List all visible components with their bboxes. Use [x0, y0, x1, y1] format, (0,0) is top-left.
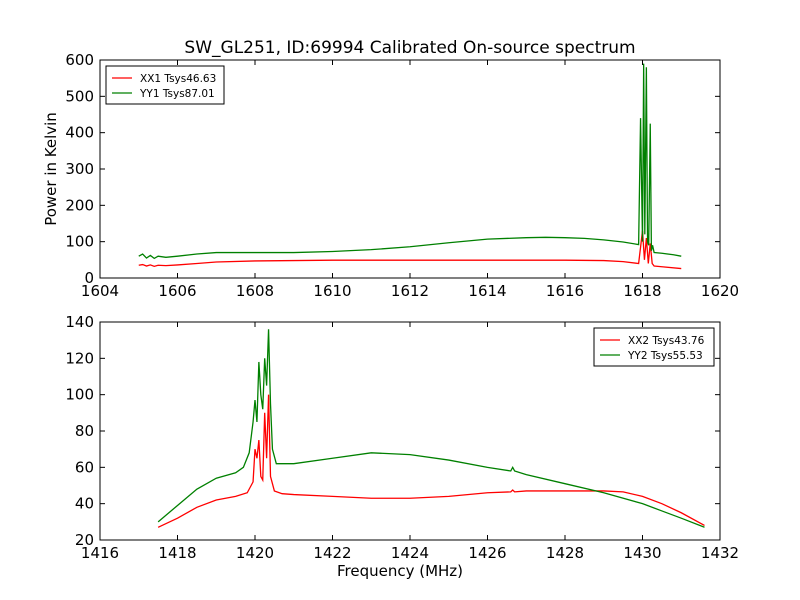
- y-tick-label: 100: [65, 386, 94, 404]
- x-tick-label: 1616: [546, 282, 584, 300]
- legend-box: [105, 65, 225, 105]
- x-tick-label: 1424: [391, 544, 429, 562]
- y-tick-label: 300: [65, 160, 94, 178]
- y-tick-label: 80: [75, 422, 94, 440]
- y-tick-label: 100: [65, 233, 94, 251]
- y-tick-label: 0: [84, 269, 94, 287]
- x-axis-label: Frequency (MHz): [337, 562, 463, 580]
- legend-label: YY1 Tsys87.01: [139, 88, 215, 100]
- y-axis-label: Power in Kelvin: [42, 112, 60, 226]
- series-line-yy: [138, 63, 682, 260]
- legend: XX2 Tsys43.76 YY2 Tsys55.53: [593, 327, 715, 367]
- series-line-yy: [157, 329, 705, 528]
- x-tick-label: 1418: [158, 544, 196, 562]
- x-tick-label: 1614: [468, 282, 506, 300]
- y-tick-label: 40: [75, 495, 94, 513]
- y-tick-label: 20: [75, 531, 94, 549]
- x-tick-label: 1620: [701, 282, 739, 300]
- y-tick-label: 600: [65, 51, 94, 69]
- chart-title: SW_GL251, ID:69994 Calibrated On-source …: [184, 38, 635, 58]
- x-tick-label: 1432: [701, 544, 739, 562]
- series-line-xx: [138, 230, 682, 270]
- series-line-xx: [157, 394, 705, 528]
- legend-label: YY2 Tsys55.53: [627, 350, 703, 362]
- legend-label: XX2 Tsys43.76: [628, 335, 705, 347]
- x-tick-label: 1422: [313, 544, 351, 562]
- x-tick-label: 1612: [391, 282, 429, 300]
- top-panel: 1604 1606 1608 1610 1612 1614 1616 1618 1620 0 100…: [42, 51, 739, 300]
- x-tick-label: 1610: [313, 282, 351, 300]
- x-tick-label: 1618: [623, 282, 661, 300]
- y-tick-label: 400: [65, 124, 94, 142]
- x-tick-label: 1430: [623, 544, 661, 562]
- y-tick-label: 200: [65, 196, 94, 214]
- x-tick-label: 1428: [546, 544, 584, 562]
- legend: XX1 Tsys46.63 YY1 Tsys87.01: [105, 65, 225, 105]
- y-tick-label: 120: [65, 349, 94, 367]
- x-tick-label: 1420: [236, 544, 274, 562]
- legend-label: XX1 Tsys46.63: [140, 73, 216, 85]
- y-tick-label: 500: [65, 87, 94, 105]
- x-tick-label: 1604: [81, 282, 119, 300]
- legend-box: [593, 327, 715, 367]
- bottom-panel: 1416 1418 1420 1422 1424 1426 1428 1430 1432 20 40…: [65, 313, 739, 580]
- x-tick-label: 1606: [158, 282, 196, 300]
- x-tick-label: 1426: [468, 544, 506, 562]
- y-tick-label: 60: [75, 458, 94, 476]
- x-tick-label: 1608: [236, 282, 274, 300]
- x-tick-label: 1416: [81, 544, 119, 562]
- y-tick-label: 140: [65, 313, 94, 331]
